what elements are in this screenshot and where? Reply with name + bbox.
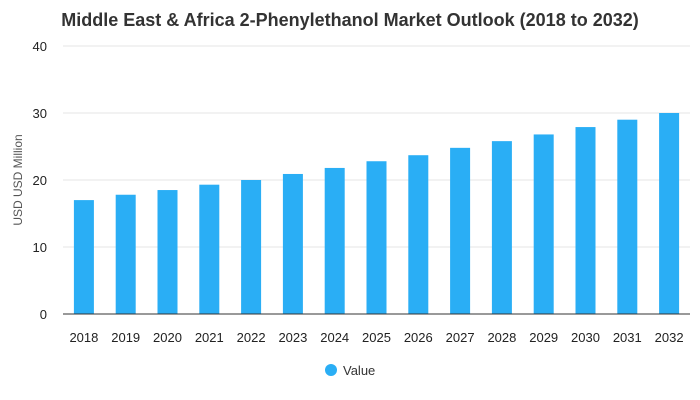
x-tick-label: 2028: [487, 330, 516, 345]
y-tick-label: 40: [33, 39, 47, 54]
y-tick-label: 30: [33, 106, 47, 121]
bar-2019[interactable]: [115, 194, 136, 314]
legend-swatch[interactable]: [325, 364, 337, 376]
bar-2023[interactable]: [282, 173, 303, 314]
bar-2024[interactable]: [324, 167, 345, 314]
bar-2029[interactable]: [533, 134, 554, 314]
x-tick-label: 2030: [571, 330, 600, 345]
bar-2025[interactable]: [366, 161, 387, 314]
chart-title: Middle East & Africa 2-Phenylethanol Mar…: [61, 10, 639, 30]
bar-2022[interactable]: [241, 180, 262, 314]
bar-2026[interactable]: [408, 155, 429, 314]
x-axis-ticks: 2018 2019 2020 2021 2022 2023 2024 2025 2026 2027…: [69, 330, 683, 345]
y-axis-title: USD USD Million: [11, 134, 25, 225]
y-axis-ticks: 0 10 20 30 40: [33, 39, 47, 322]
y-tick-label: 20: [33, 173, 47, 188]
x-tick-label: 2019: [111, 330, 140, 345]
x-tick-label: 2021: [195, 330, 224, 345]
x-tick-label: 2032: [655, 330, 684, 345]
bar-2018[interactable]: [73, 200, 94, 314]
y-tick-label: 0: [40, 307, 47, 322]
bar-2028[interactable]: [491, 141, 512, 314]
bars: [73, 113, 680, 314]
x-tick-label: 2027: [446, 330, 475, 345]
x-tick-label: 2022: [237, 330, 266, 345]
x-tick-label: 2023: [278, 330, 307, 345]
x-tick-label: 2026: [404, 330, 433, 345]
y-tick-label: 10: [33, 240, 47, 255]
bar-2030[interactable]: [575, 127, 596, 314]
bar-2027[interactable]: [450, 147, 471, 314]
x-tick-label: 2020: [153, 330, 182, 345]
x-tick-label: 2024: [320, 330, 349, 345]
x-tick-label: 2018: [69, 330, 98, 345]
bar-2032[interactable]: [659, 113, 680, 314]
x-tick-label: 2025: [362, 330, 391, 345]
x-tick-label: 2029: [529, 330, 558, 345]
x-tick-label: 2031: [613, 330, 642, 345]
bar-2020[interactable]: [157, 190, 178, 314]
legend-label[interactable]: Value: [343, 363, 375, 378]
bar-2021[interactable]: [199, 184, 220, 314]
legend[interactable]: Value: [325, 363, 375, 378]
bar-2031[interactable]: [617, 119, 638, 314]
